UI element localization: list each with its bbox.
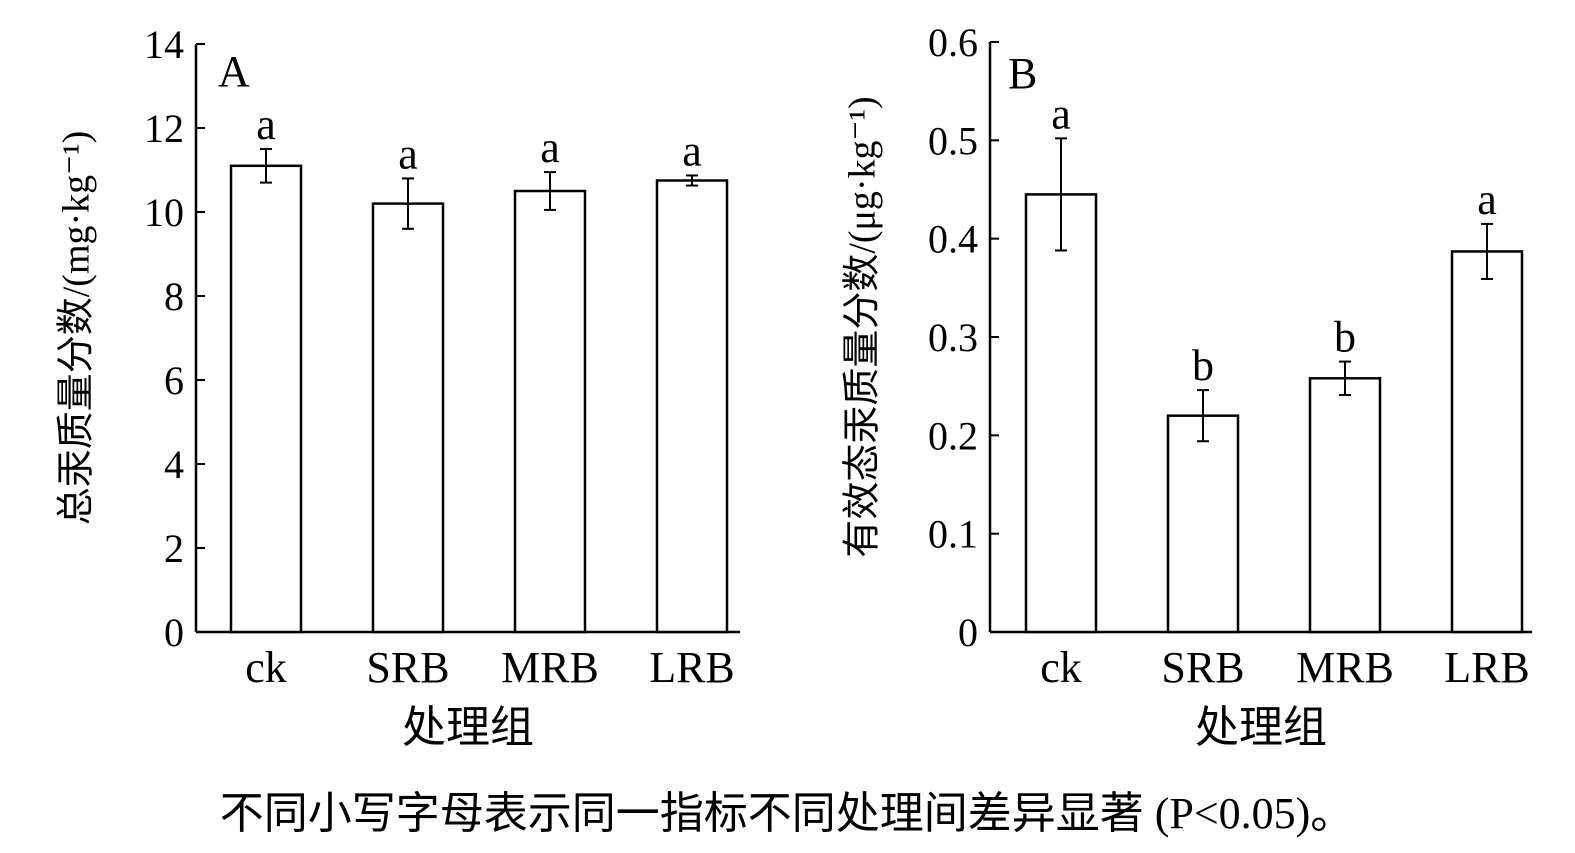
y-tick-label: 0.3	[928, 315, 978, 360]
bar-mrb	[513, 189, 587, 634]
bar-ck	[1024, 193, 1098, 634]
significance-letter: a	[682, 126, 702, 175]
y-tick-label: 0	[164, 610, 184, 655]
bar-mrb	[1308, 377, 1382, 634]
y-tick-label: 8	[164, 274, 184, 319]
y-axis-label: 总汞质量分数/(mg·kg⁻¹)	[56, 131, 98, 526]
x-axis-label: 处理组	[1195, 703, 1327, 752]
y-tick-label: 6	[164, 358, 184, 403]
y-tick-label: 0.5	[928, 118, 978, 163]
significance-letter: a	[398, 129, 418, 178]
significance-letter: a	[540, 123, 560, 172]
bar-lrb	[1450, 250, 1524, 634]
y-tick-label: 10	[144, 190, 184, 235]
y-tick-label: 0.4	[928, 217, 978, 262]
bar-srb	[371, 202, 445, 634]
y-tick-label: 12	[144, 106, 184, 151]
panel-label: A	[218, 47, 250, 96]
significance-letter: a	[1051, 89, 1071, 138]
bar-srb	[1166, 414, 1240, 634]
x-tick-label: SRB	[1161, 643, 1244, 692]
y-tick-label: 0.1	[928, 512, 978, 557]
y-tick-label: 0.6	[928, 20, 978, 65]
panel-label: B	[1008, 49, 1037, 98]
x-tick-label: LRB	[1444, 643, 1530, 692]
x-tick-label: ck	[1040, 643, 1082, 692]
y-tick-label: 0.2	[928, 413, 978, 458]
significance-letter: b	[1334, 313, 1356, 362]
significance-letter: a	[1477, 175, 1497, 224]
bar-ck	[229, 164, 303, 634]
y-tick-label: 2	[164, 526, 184, 571]
y-tick-label: 0	[958, 610, 978, 655]
x-tick-label: MRB	[501, 643, 599, 692]
significance-letter: a	[256, 100, 276, 149]
chart-panel-b: 0 0.1 0.2 0.3 0.4 0.5 0.6 a ck b SRB b MRB a LRB B 有效态汞质…	[842, 20, 1532, 752]
bar-lrb	[655, 179, 729, 634]
chart-panel-a: 0 2 4 6 8 10 12 14 a ck a SRB a MRB a LRB A 总汞质量分数/(mg·kg…	[56, 22, 740, 752]
x-tick-label: ck	[245, 643, 287, 692]
x-tick-label: MRB	[1296, 643, 1394, 692]
x-tick-label: SRB	[366, 643, 449, 692]
y-tick-label: 4	[164, 442, 184, 487]
x-tick-label: LRB	[649, 643, 735, 692]
figure-note: 不同小写字母表示同一指标不同处理间差异显著 (P<0.05)。	[220, 789, 1355, 838]
significance-letter: b	[1192, 341, 1214, 390]
x-axis-label: 处理组	[402, 703, 534, 752]
y-axis-label: 有效态汞质量分数/(μg·kg⁻¹)	[842, 96, 884, 557]
y-tick-label: 14	[144, 22, 184, 67]
